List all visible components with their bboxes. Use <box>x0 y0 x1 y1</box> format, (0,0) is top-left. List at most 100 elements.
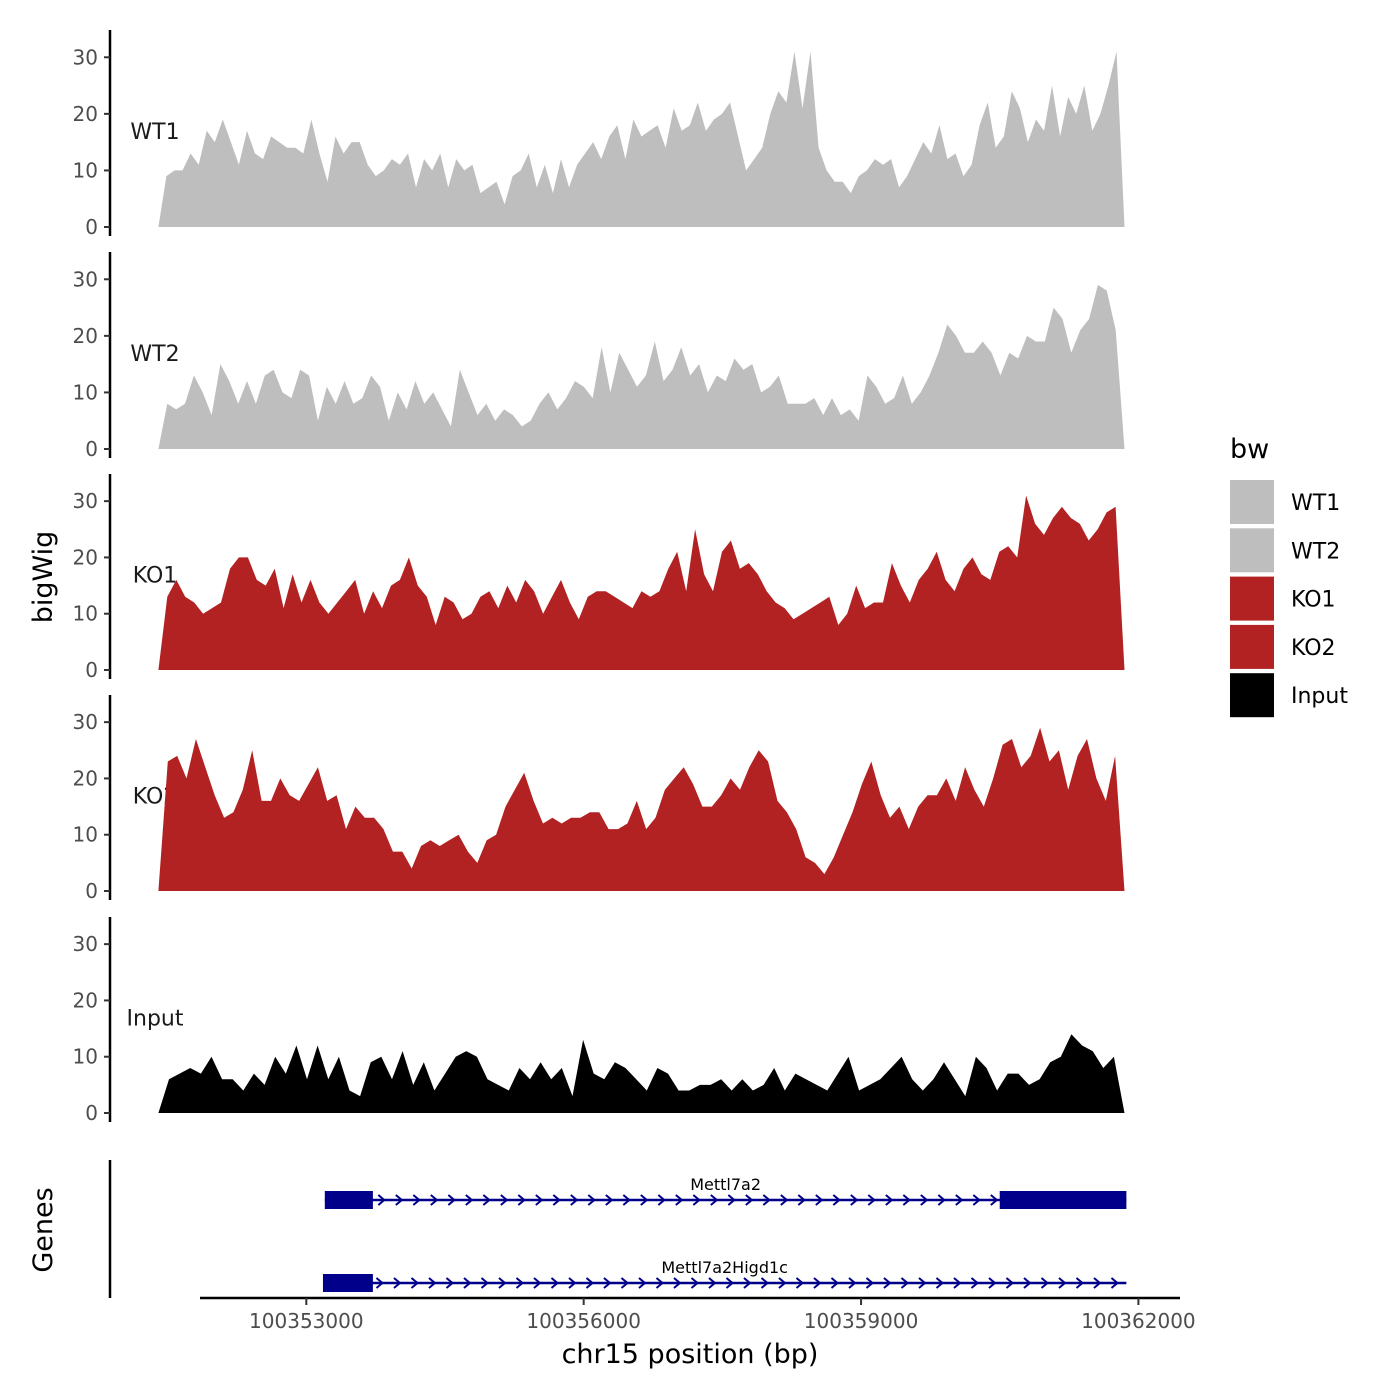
genes-axis-title: Genes <box>28 1187 59 1272</box>
strand-arrow <box>395 1194 404 1206</box>
strand-arrow <box>865 1277 875 1289</box>
strand-arrow <box>900 1277 910 1289</box>
exon-block <box>322 1274 373 1292</box>
legend-label: WT1 <box>1291 491 1340 516</box>
strand-arrow <box>727 1194 736 1206</box>
strand-arrow <box>603 1277 612 1289</box>
legend-label: WT2 <box>1291 539 1340 564</box>
strand-arrow <box>1058 1277 1067 1289</box>
y-tick-label: 30 <box>73 932 98 956</box>
strand-arrow <box>830 1277 840 1289</box>
gene-track: Mettl7a2 Mettl7a2Higd1c <box>108 1160 1127 1298</box>
strand-arrow <box>585 1277 595 1289</box>
y-tick-label: 0 <box>85 1101 98 1125</box>
strand-arrow <box>745 1194 754 1206</box>
strand-arrow <box>937 1194 946 1206</box>
legend-key-ko2 <box>1230 624 1274 669</box>
strand-arrow <box>935 1277 945 1289</box>
coverage-tracks: 0102030WT10102030WT20102030KO10102030KO2… <box>73 30 1125 1125</box>
y-tick-label: 0 <box>85 215 98 239</box>
gene-label: Mettl7a2 <box>690 1175 761 1194</box>
y-tick-label: 10 <box>73 1045 98 1069</box>
strand-arrow <box>482 1194 491 1206</box>
strand-arrow <box>1110 1277 1120 1289</box>
strand-arrow <box>795 1277 805 1289</box>
strand-arrow <box>815 1194 824 1206</box>
strand-arrow <box>953 1277 962 1289</box>
strand-arrow <box>640 1194 649 1206</box>
y-tick-label: 30 <box>73 45 98 69</box>
strand-arrow <box>955 1194 964 1206</box>
legend-key-wt1 <box>1230 480 1274 524</box>
coverage-area-ko2 <box>158 727 1125 891</box>
track-label: Input <box>127 1006 184 1031</box>
legend-key-input <box>1230 673 1274 718</box>
coverage-area-ko1 <box>158 495 1125 670</box>
strand-arrow <box>1023 1277 1032 1289</box>
gene-label: Mettl7a2Higd1c <box>661 1258 788 1277</box>
track-wt2: 0 10 20 30 WT2 <box>73 252 1125 461</box>
strand-arrow <box>393 1277 402 1289</box>
strand-arrow <box>480 1277 490 1289</box>
y-tick-label: 30 <box>73 710 98 734</box>
strand-arrow <box>1075 1277 1085 1289</box>
strand-arrow <box>515 1277 525 1289</box>
track-input: 0 10 20 30 Input <box>73 917 1125 1125</box>
y-tick-label: 0 <box>85 879 98 903</box>
strand-arrow <box>410 1277 420 1289</box>
y-tick-label: 0 <box>85 437 98 461</box>
strand-arrow <box>377 1194 386 1206</box>
y-tick-label: 20 <box>73 766 98 790</box>
strand-arrow <box>883 1277 892 1289</box>
strand-arrow <box>760 1277 770 1289</box>
strand-arrow <box>550 1277 560 1289</box>
y-tick-label: 20 <box>73 545 98 569</box>
strand-arrow <box>428 1277 437 1289</box>
strand-arrow <box>988 1277 997 1289</box>
strand-arrow <box>375 1277 385 1289</box>
strand-arrow <box>447 1194 456 1206</box>
coverage-area-wt2 <box>158 284 1125 449</box>
strand-arrow <box>780 1194 789 1206</box>
strand-arrow <box>517 1194 526 1206</box>
strand-arrow <box>655 1277 665 1289</box>
strand-arrow <box>570 1194 579 1206</box>
strand-arrow <box>710 1194 719 1206</box>
y-tick-label: 0 <box>85 658 98 682</box>
strand-arrow <box>850 1194 859 1206</box>
strand-arrow <box>445 1277 455 1289</box>
strand-arrow <box>970 1277 980 1289</box>
legend-label: KO1 <box>1291 588 1336 613</box>
track-label: WT2 <box>130 342 179 367</box>
x-tick-label: 100356000 <box>526 1309 641 1333</box>
strand-arrow <box>902 1194 911 1206</box>
y-tick-label: 10 <box>73 823 98 847</box>
strand-arrow <box>918 1277 927 1289</box>
y-tick-label: 10 <box>73 158 98 182</box>
exon-block <box>999 1191 1127 1209</box>
y-tick-label: 30 <box>73 267 98 291</box>
strand-arrow <box>885 1194 894 1206</box>
y-tick-label: 20 <box>73 324 98 348</box>
strand-arrow <box>463 1277 472 1289</box>
legend-label: KO2 <box>1291 636 1336 661</box>
strand-arrow <box>657 1194 666 1206</box>
strand-arrow <box>797 1194 806 1206</box>
strand-arrow <box>690 1277 700 1289</box>
track-label: KO1 <box>133 563 178 588</box>
strand-arrow <box>725 1277 735 1289</box>
x-axis: 100353000 100356000 100359000 100362000 <box>200 1296 1196 1333</box>
coverage-area-input <box>158 1034 1125 1113</box>
strand-arrow <box>778 1277 787 1289</box>
y-axis-title: bigWig <box>28 531 59 624</box>
track-ko1: 0 10 20 30 KO1 <box>73 474 1125 682</box>
y-tick-label: 10 <box>73 602 98 626</box>
y-tick-label: 10 <box>73 380 98 404</box>
strand-arrow <box>1005 1277 1015 1289</box>
y-tick-label: 20 <box>73 102 98 126</box>
strand-arrow <box>587 1194 596 1206</box>
strand-arrow <box>673 1277 682 1289</box>
